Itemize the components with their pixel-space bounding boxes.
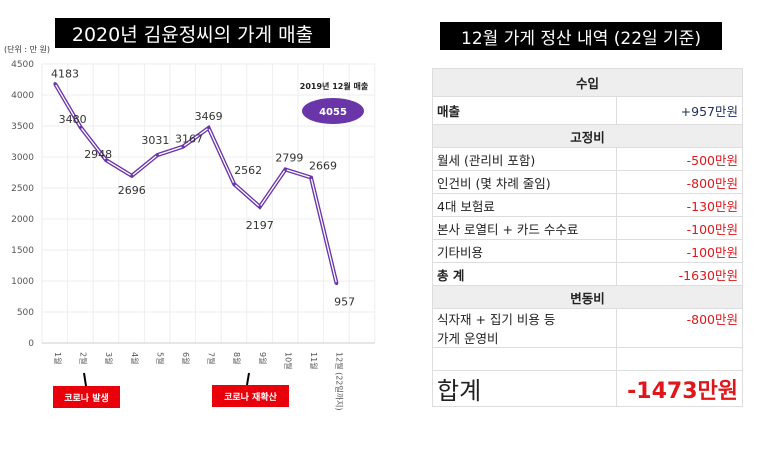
y-tick-label: 4500 xyxy=(11,60,34,70)
event-pointer xyxy=(246,372,250,386)
x-tick-label: 4월 xyxy=(130,352,140,364)
row-label: 본사 로열티 + 카드 수수료 xyxy=(432,216,617,240)
table-row: 월세 (관리비 포함) -500만원 xyxy=(432,147,743,171)
data-point xyxy=(104,158,108,162)
empty-cell xyxy=(432,347,617,371)
settlement-table: 수입 매출 +957만원 고정비 월세 (관리비 포함) -500만원 인건비 (몇… xyxy=(432,68,743,407)
row-value: -800만원 xyxy=(616,170,743,194)
row-label: 월세 (관리비 포함) xyxy=(432,147,617,171)
annotation-label: 2019년 12월 매출 xyxy=(300,81,369,91)
data-point xyxy=(130,174,134,178)
empty-cell xyxy=(616,347,743,371)
row-value: -500만원 xyxy=(616,147,743,171)
y-tick-label: 4000 xyxy=(11,91,34,101)
row-label: 가게 운영비 xyxy=(437,331,499,346)
row-label: 기타비용 xyxy=(432,239,617,263)
x-tick-label: 10월 xyxy=(283,352,293,370)
data-label: 3469 xyxy=(195,110,223,123)
y-tick-label: 1500 xyxy=(11,246,34,256)
fixed-total-row: 총 계 -1630만원 xyxy=(432,262,743,286)
x-tick-label: 3월 xyxy=(104,352,114,364)
y-tick-label: 2500 xyxy=(11,184,34,194)
fixed-cost-header: 고정비 xyxy=(432,124,743,148)
data-point xyxy=(283,167,287,171)
chart-title-text: 2020년 김윤정씨의 가게 매출 xyxy=(71,23,314,46)
data-point xyxy=(79,125,83,129)
row-value: -800만원 xyxy=(616,308,743,348)
data-point xyxy=(335,282,339,286)
y-tick-label: 0 xyxy=(28,339,34,349)
x-tick-label: 1월 xyxy=(53,352,63,364)
event-tag-covid-outbreak: 코로나 발생 xyxy=(53,386,120,408)
row-label: 총 계 xyxy=(432,262,617,286)
unit-label: (단위 : 만 원) xyxy=(4,44,50,54)
y-tick-label: 1000 xyxy=(11,277,34,287)
variable-cost-header: 변동비 xyxy=(432,285,743,309)
event-tag-covid-resurgence: 코로나 재확산 xyxy=(212,385,289,407)
row-label: 인건비 (몇 차례 줄임) xyxy=(432,170,617,194)
sales-label: 매출 xyxy=(432,96,617,125)
row-value: -1630만원 xyxy=(616,262,743,286)
x-tick-label: 2월 xyxy=(79,352,89,364)
data-label: 3480 xyxy=(59,113,87,126)
table-title: 12월 가게 정산 내역 (22일 기준) xyxy=(440,22,722,50)
grand-total-row: 합계 -1473만원 xyxy=(432,370,743,407)
row-label: 4대 보험료 xyxy=(432,193,617,217)
event-tag-label: 코로나 발생 xyxy=(64,393,109,404)
y-tick-label: 3000 xyxy=(11,153,34,163)
data-label: 2562 xyxy=(234,164,262,177)
data-label: 2669 xyxy=(309,160,337,173)
x-tick-label: 5월 xyxy=(155,352,165,364)
data-label: 3167 xyxy=(175,133,203,146)
row-value: -130만원 xyxy=(616,193,743,217)
table-row: 본사 로열티 + 카드 수수료 -100만원 xyxy=(432,216,743,240)
x-tick-label: 6월 xyxy=(181,352,191,364)
table-row: 기타비용 -100만원 xyxy=(432,239,743,263)
data-label: 3031 xyxy=(141,134,169,147)
x-tick-label: 12월 (22일까지) xyxy=(335,352,345,411)
data-point xyxy=(309,176,313,180)
data-label: 2197 xyxy=(246,219,274,232)
annotation-value: 4055 xyxy=(319,107,347,118)
grand-total-value: -1473만원 xyxy=(616,370,743,407)
y-tick-label: 2000 xyxy=(11,215,34,225)
data-label: 2948 xyxy=(84,148,112,161)
y-tick-label: 500 xyxy=(17,308,34,318)
data-point xyxy=(155,153,159,157)
x-tick-label: 9월 xyxy=(258,352,268,364)
y-tick-label: 3500 xyxy=(11,122,34,132)
annotation-ellipse xyxy=(302,98,364,124)
income-header: 수입 xyxy=(432,68,743,97)
data-point xyxy=(207,126,211,130)
data-point xyxy=(232,182,236,186)
data-label: 957 xyxy=(334,296,355,309)
table-title-text: 12월 가게 정산 내역 (22일 기준) xyxy=(461,28,701,49)
series-line-inner xyxy=(54,83,338,284)
data-point xyxy=(181,145,185,149)
chart-title: 2020년 김윤정씨의 가게 매출 xyxy=(55,18,330,48)
x-tick-label: 7월 xyxy=(207,352,217,364)
event-tag-label: 코로나 재확산 xyxy=(224,392,277,403)
grand-total-label: 합계 xyxy=(432,370,617,407)
x-tick-label: 8월 xyxy=(232,352,242,364)
event-pointer xyxy=(83,372,87,387)
data-point xyxy=(258,205,262,209)
x-tick-label: 11월 xyxy=(309,352,319,370)
sales-value: +957만원 xyxy=(616,96,743,125)
row-label: 식자재 + 집기 비용 등 xyxy=(437,312,556,327)
data-label: 2799 xyxy=(275,151,303,164)
data-label: 2696 xyxy=(118,184,146,197)
data-label: 4183 xyxy=(51,68,79,81)
row-value: -100만원 xyxy=(616,216,743,240)
data-point xyxy=(53,82,57,86)
table-row: 인건비 (몇 차례 줄임) -800만원 xyxy=(432,170,743,194)
row-value: -100만원 xyxy=(616,239,743,263)
table-row: 4대 보험료 -130만원 xyxy=(432,193,743,217)
sales-line-chart: (단위 : 만 원) 0 500 1000 1500 2000 2500 3000 3500 40… xyxy=(4,44,376,411)
